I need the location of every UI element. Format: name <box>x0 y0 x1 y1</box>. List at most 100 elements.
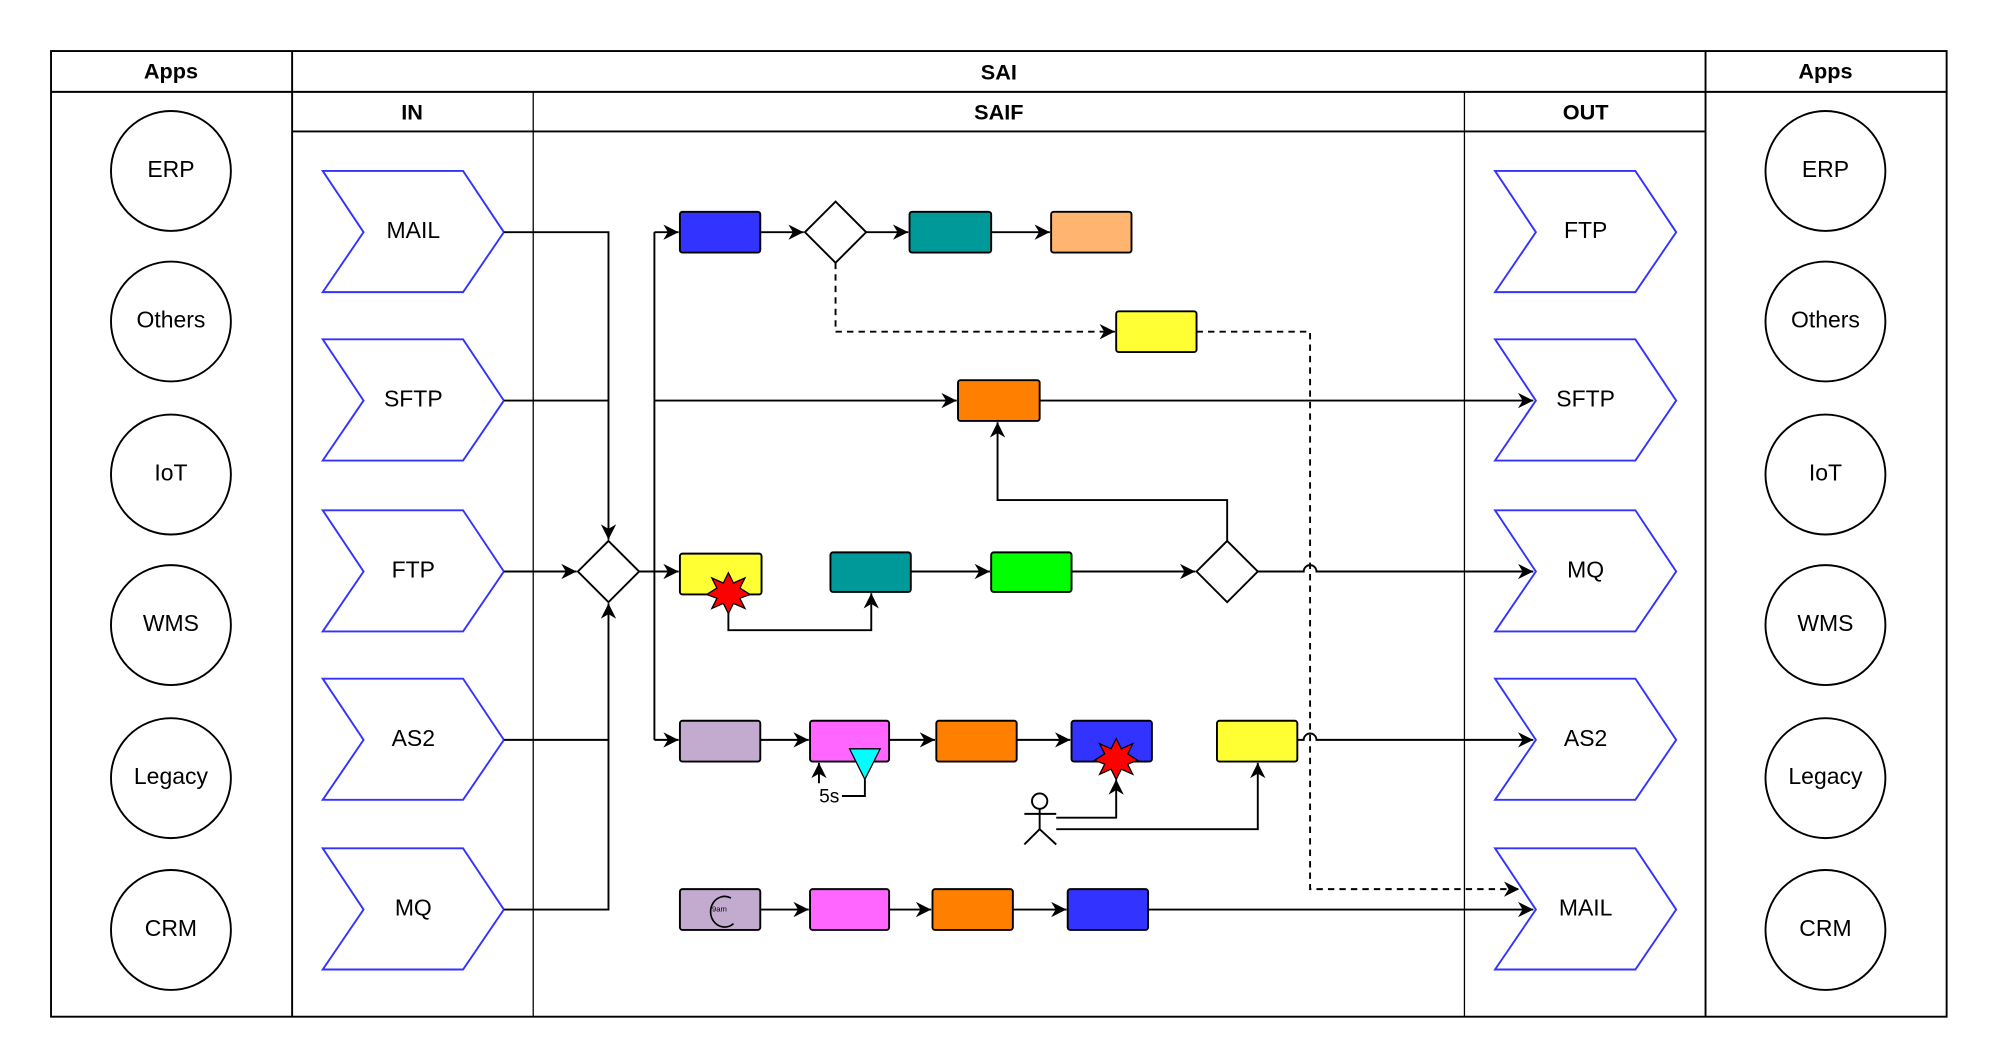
channel-chevron[interactable] <box>1493 338 1678 462</box>
channel-label: MAIL <box>387 217 441 243</box>
step-teal[interactable] <box>908 210 993 254</box>
in-header: IN <box>401 99 423 124</box>
step-blue-3[interactable] <box>1066 888 1150 931</box>
app-circle[interactable] <box>1764 564 1887 686</box>
app-label: CRM <box>1799 915 1851 941</box>
channel-label: MQ <box>395 895 432 921</box>
step-yellow-2[interactable] <box>1216 719 1299 763</box>
step-pink-2[interactable] <box>809 888 891 931</box>
outbound-channel[interactable]: MAIL <box>1493 847 1678 971</box>
swimlane-frame <box>50 50 1948 1018</box>
inbound-channel[interactable]: AS2 <box>320 677 506 801</box>
app-circle[interactable] <box>1764 717 1887 840</box>
app-node[interactable]: IoT <box>110 413 232 536</box>
outbound-channel[interactable]: SFTP <box>1493 338 1678 462</box>
app-circle[interactable] <box>110 413 232 536</box>
app-circle[interactable] <box>110 564 232 686</box>
app-circle[interactable] <box>110 717 232 840</box>
step-orange-2[interactable] <box>935 719 1018 763</box>
inbound-channel[interactable]: SFTP <box>320 338 506 462</box>
step-orange[interactable] <box>957 379 1041 422</box>
app-label: CRM <box>145 915 197 941</box>
app-node[interactable]: WMS <box>110 564 232 686</box>
step-yellow-alt[interactable] <box>1115 310 1198 354</box>
step-peach[interactable] <box>1050 210 1133 254</box>
channel-chevron[interactable] <box>1493 509 1678 633</box>
inbound-channel[interactable]: MAIL <box>320 169 506 294</box>
out-header: OUT <box>1563 99 1609 124</box>
decision-gateway-2[interactable] <box>1195 539 1260 604</box>
step-teal-2[interactable] <box>829 551 912 593</box>
app-node[interactable]: ERP <box>1764 110 1887 232</box>
channel-label: MAIL <box>1559 895 1613 921</box>
app-circle[interactable] <box>1764 110 1887 232</box>
app-circle[interactable] <box>1764 260 1887 383</box>
app-node[interactable]: CRM <box>1764 869 1887 991</box>
step-scheduled[interactable] <box>678 888 762 931</box>
channel-label: SFTP <box>384 386 443 412</box>
sai-header: SAI <box>981 60 1017 85</box>
flow-row-4 <box>760 732 1534 831</box>
inbound-channel[interactable]: MQ <box>320 847 506 971</box>
app-label: WMS <box>1797 610 1853 636</box>
flow-row-1 <box>760 224 1520 897</box>
step-orange-3[interactable] <box>931 888 1014 931</box>
app-circle[interactable] <box>1764 413 1887 536</box>
channel-label: MQ <box>1567 557 1604 583</box>
app-label: ERP <box>1802 156 1849 182</box>
channel-chevron[interactable] <box>320 847 506 971</box>
app-circle[interactable] <box>1764 869 1887 991</box>
channel-chevron[interactable] <box>1493 847 1678 971</box>
channel-label: FTP <box>1564 217 1607 243</box>
channel-label: FTP <box>392 557 435 583</box>
error-event-icon-2 <box>1093 737 1140 781</box>
channel-chevron[interactable] <box>1493 169 1678 294</box>
outbound-channel[interactable]: FTP <box>1493 169 1678 294</box>
user-actor-icon <box>1023 792 1057 846</box>
channel-chevron[interactable] <box>1493 677 1678 801</box>
app-circle[interactable] <box>110 260 232 383</box>
schedule-label: 9am <box>712 905 727 914</box>
apps-left-header: Apps <box>144 58 198 83</box>
app-circle[interactable] <box>110 110 232 232</box>
apps-right-header: Apps <box>1798 58 1852 83</box>
app-node[interactable]: IoT <box>1764 413 1887 536</box>
timer-triangle-icon <box>848 748 882 781</box>
app-node[interactable]: Legacy <box>110 717 232 840</box>
timer-label: 5s <box>819 786 839 807</box>
app-label: Legacy <box>134 763 209 789</box>
step-green[interactable] <box>990 551 1073 593</box>
channel-chevron[interactable] <box>320 338 506 462</box>
channel-label: AS2 <box>1564 725 1607 751</box>
app-node[interactable]: CRM <box>110 869 232 991</box>
error-event-icon <box>705 571 752 616</box>
app-circle[interactable] <box>110 869 232 991</box>
saif-header: SAIF <box>974 99 1023 124</box>
channel-chevron[interactable] <box>320 509 506 633</box>
app-node[interactable]: ERP <box>110 110 232 232</box>
router-gateway[interactable] <box>576 539 641 604</box>
step-blue[interactable] <box>678 210 762 254</box>
input-connectors <box>503 224 957 911</box>
channel-chevron[interactable] <box>320 169 506 294</box>
app-label: IoT <box>1809 460 1842 486</box>
app-label: WMS <box>143 610 199 636</box>
inbound-channel[interactable]: FTP <box>320 509 506 633</box>
step-lilac[interactable] <box>678 719 762 763</box>
outbound-channel[interactable]: MQ <box>1493 509 1678 633</box>
outbound-channel[interactable]: AS2 <box>1493 677 1678 801</box>
channel-chevron[interactable] <box>320 677 506 801</box>
app-node[interactable]: WMS <box>1764 564 1887 686</box>
app-node[interactable]: Others <box>1764 260 1887 383</box>
app-node[interactable]: Legacy <box>1764 717 1887 840</box>
app-node[interactable]: Others <box>110 260 232 383</box>
clock-icon <box>709 895 735 928</box>
decision-gateway[interactable] <box>803 200 868 265</box>
app-label: Legacy <box>1788 763 1863 789</box>
channel-label: SFTP <box>1556 386 1615 412</box>
app-label: IoT <box>154 460 187 486</box>
flow-row-3 <box>727 422 1534 632</box>
app-label: ERP <box>147 156 194 182</box>
channel-label: AS2 <box>392 725 435 751</box>
